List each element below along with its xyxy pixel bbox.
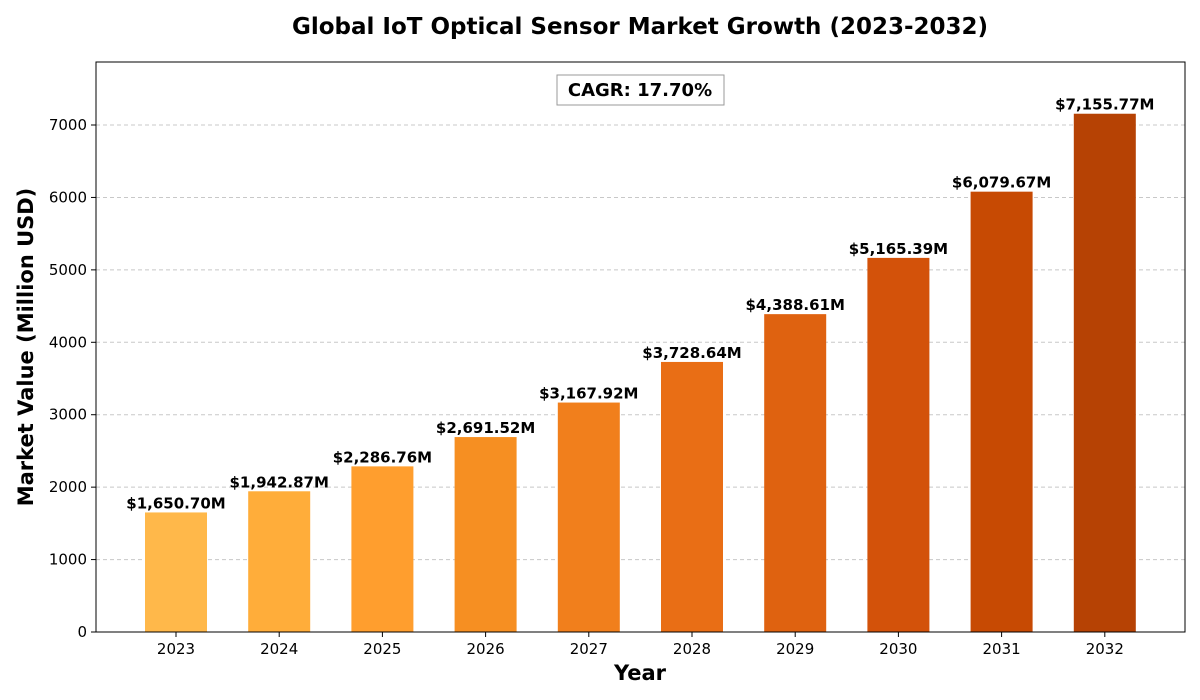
- data-label-2025: $2,286.76M: [333, 448, 432, 466]
- x-tick-label: 2023: [157, 640, 195, 658]
- cagr-text: CAGR: 17.70%: [568, 80, 712, 101]
- y-tick-label: 3000: [49, 406, 87, 424]
- data-label-2031: $6,079.67M: [952, 174, 1051, 192]
- chart-title: Global IoT Optical Sensor Market Growth …: [292, 14, 988, 40]
- y-tick-label: 6000: [49, 188, 87, 206]
- plot-frame: [95, 61, 1186, 633]
- x-tick-label: 2025: [363, 640, 401, 658]
- x-tick-label: 2031: [983, 640, 1021, 658]
- bar-2025: [351, 466, 414, 632]
- bar-2023: [145, 512, 207, 632]
- bar-2026: [454, 437, 517, 632]
- data-label-2028: $3,728.64M: [642, 344, 741, 362]
- bar-2028: [661, 361, 723, 632]
- y-tick-label: 0: [77, 623, 87, 641]
- y-tick-label: 4000: [49, 333, 87, 351]
- data-label-2029: $4,388.61M: [746, 296, 845, 314]
- cagr-annotation: CAGR: 17.70%: [556, 74, 725, 106]
- data-label-2024: $1,942.87M: [230, 473, 329, 491]
- bar-2032: [1073, 113, 1136, 632]
- data-label-2027: $3,167.92M: [539, 385, 638, 403]
- data-label-2030: $5,165.39M: [849, 240, 948, 258]
- y-axis-ticks: 0 1000 2000 3000 4000 5000 6000 7000: [49, 116, 96, 641]
- x-tick-label: 2030: [879, 640, 917, 658]
- x-tick-label: 2026: [467, 640, 505, 658]
- bar-2031: [970, 191, 1033, 632]
- x-tick-label: 2029: [776, 640, 814, 658]
- bar-2030: [867, 257, 930, 632]
- y-tick-label: 5000: [49, 261, 87, 279]
- bar-2029: [764, 314, 827, 632]
- data-label-2032: $7,155.77M: [1055, 96, 1154, 114]
- x-axis-ticks: 2023 2024 2025 2026 2027 2028 2029 2030 2031 2032: [157, 632, 1124, 658]
- y-tick-label: 7000: [49, 116, 87, 134]
- x-tick-label: 2027: [570, 640, 608, 658]
- y-tick-label: 2000: [49, 478, 87, 496]
- x-tick-label: 2032: [1086, 640, 1124, 658]
- data-label-2023: $1,650.70M: [126, 494, 225, 512]
- cagr-box: [556, 74, 725, 106]
- y-axis-label: Market Value (Million USD): [14, 188, 38, 507]
- x-tick-label: 2028: [673, 640, 711, 658]
- y-tick-label: 1000: [49, 551, 87, 569]
- x-tick-label: 2024: [260, 640, 298, 658]
- bars: [145, 113, 1136, 632]
- data-labels: $1,650.70M $1,942.87M$2,286.76M$2,691.52M…: [126, 96, 1154, 513]
- bar-2024: [248, 491, 311, 632]
- data-label-2026: $2,691.52M: [436, 419, 535, 437]
- bar-2027: [557, 402, 620, 632]
- x-axis-label: Year: [613, 661, 667, 685]
